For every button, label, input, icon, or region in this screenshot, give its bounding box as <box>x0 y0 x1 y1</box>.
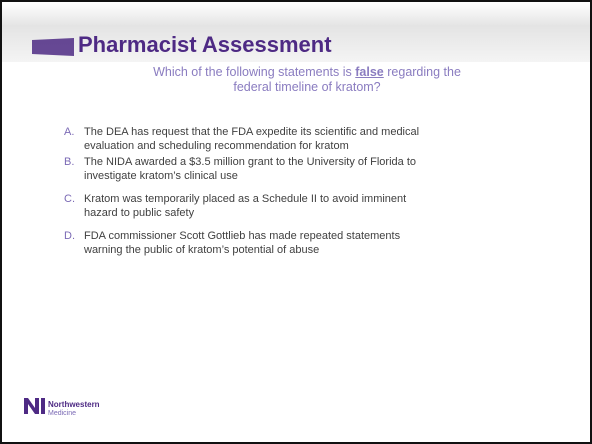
option: A. The DEA has request that the FDA exped… <box>64 125 419 153</box>
option-text: hazard to public safety <box>84 207 195 219</box>
logo-sub: Medicine <box>48 410 77 417</box>
option-letter: A. <box>64 126 75 138</box>
option: D. FDA commissioner Scott Gottlieb has ma… <box>64 229 400 257</box>
option-text: warning the public of kratom’s potential… <box>84 244 320 256</box>
option-text: The DEA has request that the FDA expedit… <box>84 126 420 138</box>
question-emphasis: false <box>355 65 384 79</box>
option: C. Kratom was temporarily placed as a Sch… <box>64 192 406 220</box>
option-text: Kratom was temporarily placed as a Sched… <box>84 193 407 205</box>
option-letter: D. <box>64 230 75 242</box>
title-accent <box>32 38 74 56</box>
logo-name: Northwestern <box>48 400 100 409</box>
question-end: regarding the <box>387 65 461 79</box>
logo-mark <box>24 398 45 414</box>
option-text: investigate kratom’s clinical use <box>84 170 238 182</box>
question-line: Which of the following statements is fal… <box>82 65 532 80</box>
option-text: The NIDA awarded a $3.5 million grant to… <box>84 156 416 168</box>
option-text: FDA commissioner Scott Gottlieb has made… <box>84 230 401 242</box>
option-text: evaluation and scheduling recommendation… <box>84 140 349 152</box>
header-band <box>2 2 590 62</box>
option-letter: C. <box>64 193 75 205</box>
question-lead: Which of the following statements is <box>153 65 352 79</box>
option-letter: B. <box>64 156 75 168</box>
question-line: federal timeline of kratom? <box>233 80 381 94</box>
option: B. The NIDA awarded a $3.5 million grant … <box>64 155 416 183</box>
title: Pharmacist Assessment <box>78 32 332 57</box>
